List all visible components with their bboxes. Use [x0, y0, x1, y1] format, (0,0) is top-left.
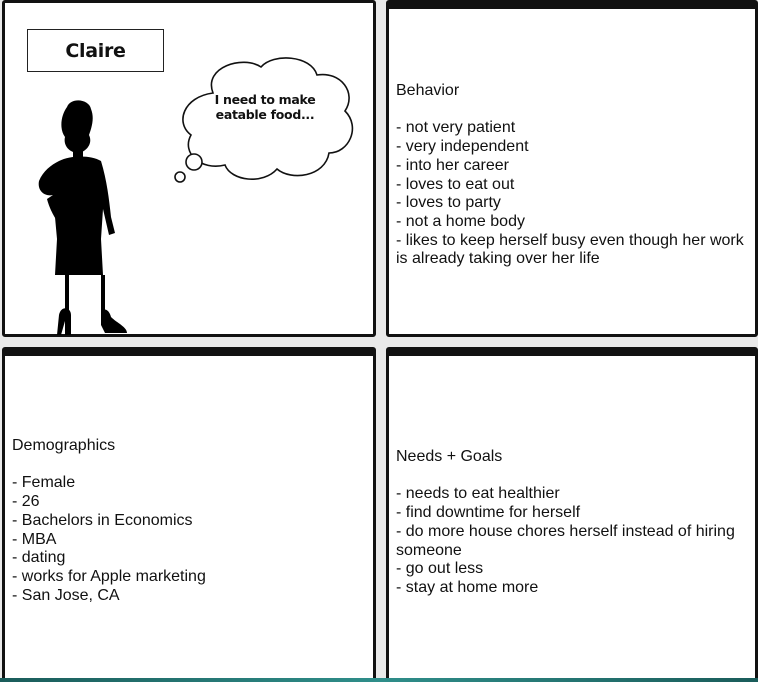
character-name: Claire — [65, 39, 126, 62]
behavior-item: - loves to eat out — [396, 175, 515, 193]
needs-goals-item: - stay at home more — [396, 578, 539, 596]
demographics-item: - MBA — [12, 530, 57, 548]
needs-goals-item: - find downtime for herself — [396, 504, 581, 522]
needs-goals-panel: Needs + Goals - needs to eat healthier -… — [386, 347, 758, 682]
demographics-panel: Demographics - Female - 26 - Bachelors i… — [2, 347, 376, 682]
bottom-edge-strip — [0, 678, 758, 682]
demographics-text: Demographics - Female - 26 - Bachelors i… — [12, 437, 370, 605]
thought-bubble — [174, 57, 354, 183]
behavior-text: Behavior - not very patient - very indep… — [396, 82, 754, 269]
needs-goals-heading: Needs + Goals — [396, 448, 503, 465]
demographics-heading: Demographics — [12, 437, 116, 454]
behavior-item: - loves to party — [396, 194, 501, 212]
behavior-item: - likes to keep herself busy even though… — [396, 231, 744, 268]
demographics-item: - 26 — [12, 493, 40, 511]
behavior-item: - not a home body — [396, 212, 525, 230]
thought-text: I need to make eatable food... — [205, 92, 325, 122]
character-name-label: Claire — [27, 29, 164, 72]
needs-goals-item: - go out less — [396, 560, 484, 578]
thought-line-1: I need to make — [214, 92, 316, 107]
behavior-heading: Behavior — [396, 82, 460, 99]
behavior-item: - into her career — [396, 156, 509, 174]
needs-goals-item: - do more house chores herself instead o… — [396, 522, 735, 559]
behavior-item: - very independent — [396, 138, 529, 156]
behavior-panel: Behavior - not very patient - very indep… — [386, 0, 758, 337]
needs-goals-item: - needs to eat healthier — [396, 485, 560, 503]
demographics-item: - Female — [12, 474, 76, 492]
demographics-item: - Bachelors in Economics — [12, 511, 193, 529]
woman-silhouette-icon — [38, 100, 127, 335]
demographics-item: - works for Apple marketing — [12, 567, 206, 585]
behavior-item: - not very patient — [396, 119, 516, 137]
demographics-item: - dating — [12, 549, 66, 567]
character-panel: Claire I need to make eatable food... — [2, 0, 376, 337]
demographics-item: - San Jose, CA — [12, 586, 120, 604]
thought-line-2: eatable food... — [215, 107, 315, 122]
needs-goals-text: Needs + Goals - needs to eat healthier -… — [396, 448, 754, 598]
